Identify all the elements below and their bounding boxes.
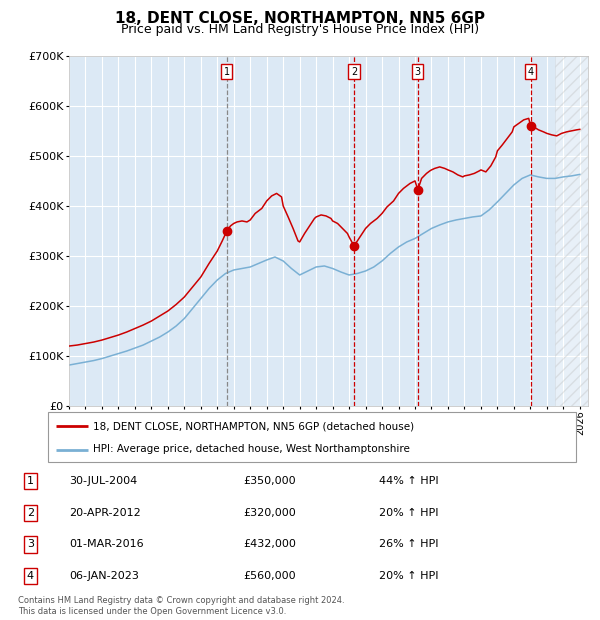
Text: 20% ↑ HPI: 20% ↑ HPI	[379, 508, 439, 518]
Text: 1: 1	[224, 66, 230, 76]
Text: Price paid vs. HM Land Registry's House Price Index (HPI): Price paid vs. HM Land Registry's House …	[121, 23, 479, 36]
Text: 3: 3	[415, 66, 421, 76]
Text: 18, DENT CLOSE, NORTHAMPTON, NN5 6GP: 18, DENT CLOSE, NORTHAMPTON, NN5 6GP	[115, 11, 485, 25]
Text: HPI: Average price, detached house, West Northamptonshire: HPI: Average price, detached house, West…	[93, 445, 410, 454]
Text: 01-MAR-2016: 01-MAR-2016	[69, 539, 143, 549]
Text: £432,000: £432,000	[244, 539, 296, 549]
Text: 44% ↑ HPI: 44% ↑ HPI	[379, 476, 439, 486]
Text: 3: 3	[27, 539, 34, 549]
Bar	[555, 56, 588, 406]
Text: 2: 2	[27, 508, 34, 518]
Text: 06-JAN-2023: 06-JAN-2023	[69, 571, 139, 581]
Text: 30-JUL-2004: 30-JUL-2004	[69, 476, 137, 486]
Text: Contains HM Land Registry data © Crown copyright and database right 2024.
This d: Contains HM Land Registry data © Crown c…	[18, 596, 344, 616]
Text: 20-APR-2012: 20-APR-2012	[69, 508, 140, 518]
Text: £560,000: £560,000	[244, 571, 296, 581]
Text: 2: 2	[351, 66, 357, 76]
Text: 4: 4	[527, 66, 534, 76]
Text: 4: 4	[27, 571, 34, 581]
Text: 18, DENT CLOSE, NORTHAMPTON, NN5 6GP (detached house): 18, DENT CLOSE, NORTHAMPTON, NN5 6GP (de…	[93, 421, 414, 431]
Text: 26% ↑ HPI: 26% ↑ HPI	[379, 539, 439, 549]
Text: 1: 1	[27, 476, 34, 486]
Text: £350,000: £350,000	[244, 476, 296, 486]
Text: 20% ↑ HPI: 20% ↑ HPI	[379, 571, 439, 581]
Text: £320,000: £320,000	[244, 508, 296, 518]
